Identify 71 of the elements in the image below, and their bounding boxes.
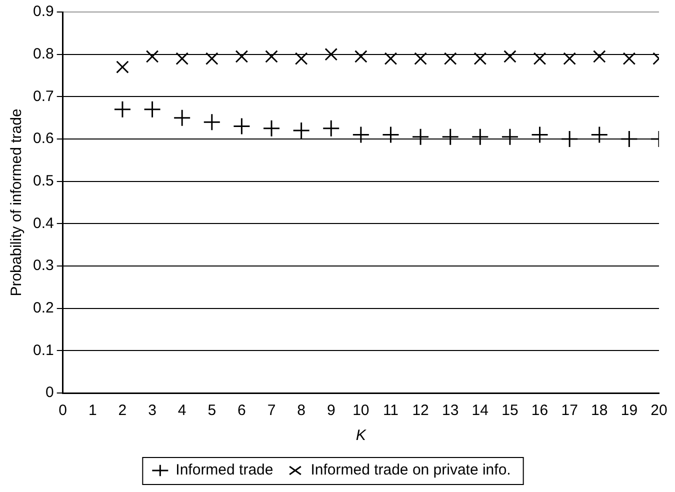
point <box>146 50 159 63</box>
legend-label: Informed trade <box>176 462 274 479</box>
x-tick-label: 12 <box>412 402 429 420</box>
x-tick-label: 5 <box>208 402 216 420</box>
point <box>114 100 132 118</box>
y-tick-label: 0.7 <box>32 88 54 105</box>
x-tick-label: 6 <box>238 402 246 420</box>
point <box>620 130 638 148</box>
point <box>324 48 338 61</box>
point <box>294 52 308 65</box>
x-tick-label: 17 <box>561 402 578 420</box>
point <box>116 60 129 74</box>
y-tick-label: 0.9 <box>32 3 54 20</box>
y-tick-label: 0.4 <box>32 214 54 232</box>
point <box>176 52 188 65</box>
point <box>442 128 460 146</box>
point <box>322 120 340 138</box>
point <box>144 100 162 118</box>
point <box>203 113 221 131</box>
point <box>292 122 310 140</box>
x-tick-label: 9 <box>326 402 336 420</box>
point <box>205 52 218 65</box>
x-axis-title: K <box>356 427 367 444</box>
y-tick-label: 0.6 <box>32 130 54 148</box>
point <box>444 52 457 65</box>
x-tick-label: 1 <box>88 402 97 420</box>
point <box>382 126 400 144</box>
point <box>262 120 280 138</box>
x-tick-label: 19 <box>620 402 638 420</box>
x-tick-label: 2 <box>118 402 127 420</box>
point <box>354 50 368 63</box>
y-tick-label: 0.3 <box>32 257 54 274</box>
point <box>622 52 636 65</box>
y-tick-label: 0.5 <box>32 172 54 190</box>
x-tick-label: 15 <box>502 402 518 420</box>
point <box>173 109 191 127</box>
point <box>352 126 370 144</box>
x-tick-label: 7 <box>267 402 276 420</box>
point <box>265 50 278 63</box>
x-tick-label: 3 <box>148 402 156 420</box>
point <box>412 128 430 146</box>
x-tick-label: 16 <box>531 402 548 420</box>
point <box>474 52 487 65</box>
point <box>235 50 248 63</box>
point <box>533 52 546 65</box>
y-axis-title: Probability of informed trade <box>8 108 26 296</box>
point <box>563 52 576 65</box>
x-tick-label: 11 <box>382 402 399 420</box>
y-tick-label: 0 <box>46 384 54 402</box>
y-tick-label: 0.2 <box>32 299 54 316</box>
x-tick-label: 0 <box>58 402 68 420</box>
x-tick-label: 14 <box>472 402 488 420</box>
point <box>414 52 427 65</box>
y-tick-label: 0.8 <box>32 45 54 62</box>
x-tick-label: 10 <box>352 402 370 420</box>
point <box>560 130 578 148</box>
point <box>592 50 606 63</box>
point <box>384 52 398 65</box>
point <box>590 126 608 144</box>
point <box>501 128 519 146</box>
point <box>471 128 489 146</box>
x-tick-label: 18 <box>591 402 608 420</box>
legend-label: Informed trade on private info. <box>310 462 511 479</box>
x-tick-label: 20 <box>650 402 668 420</box>
x-tick-label: 13 <box>442 402 459 420</box>
y-tick-label: 0.1 <box>32 342 54 359</box>
x-tick-label: 4 <box>178 402 186 420</box>
point <box>531 126 549 144</box>
x-tick-label: 8 <box>297 402 306 420</box>
point <box>232 118 250 136</box>
point <box>504 50 516 63</box>
